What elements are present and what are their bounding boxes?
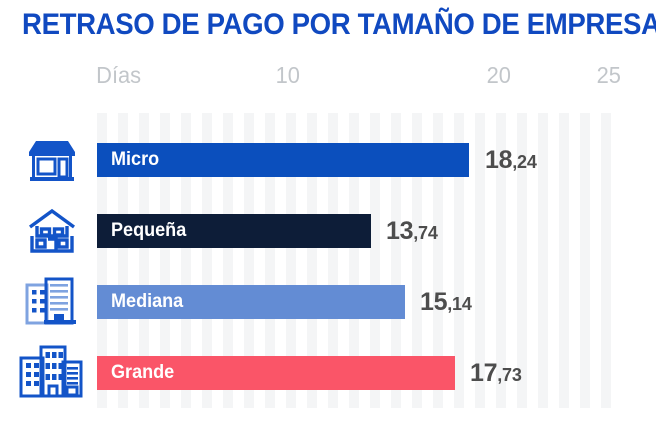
bar-value-dec: ,14 (447, 294, 472, 314)
bar-label-micro: Micro (111, 149, 160, 170)
bar-value-dec: ,73 (497, 365, 522, 385)
axis-unit-label: Días (96, 62, 142, 88)
bar-value-int: 18 (485, 146, 513, 174)
bar-track: Mediana 15 ,14 (97, 267, 656, 337)
bar-track: Grande 17 ,73 (97, 338, 656, 408)
bar-micro[interactable]: Micro (97, 143, 469, 177)
house-icon (14, 196, 90, 266)
bar-value-pequena: 13 ,74 (386, 214, 438, 248)
bar-value-dec: ,24 (512, 152, 537, 172)
table-row: Grande 17 ,73 (0, 338, 656, 408)
bar-label-mediana: Mediana (111, 291, 184, 312)
city-skyline-icon (14, 338, 90, 408)
bar-track: Pequeña 13 ,74 (97, 196, 656, 266)
x-axis-labels: Días 10 20 25 (0, 62, 656, 96)
axis-tick-25: 25 (596, 62, 621, 88)
office-buildings-icon (14, 267, 90, 337)
axis-tick-20: 20 (486, 62, 511, 88)
bar-pequena[interactable]: Pequeña (97, 214, 371, 248)
bar-value-int: 17 (470, 359, 498, 387)
bar-value-grande: 17 ,73 (470, 356, 522, 390)
table-row: Mediana 15 ,14 (0, 267, 656, 337)
axis-tick-10: 10 (275, 62, 300, 88)
bar-value-int: 13 (386, 217, 414, 245)
bar-mediana[interactable]: Mediana (97, 285, 405, 319)
bar-value-dec: ,74 (413, 223, 438, 243)
bar-track: Micro 18 ,24 (97, 125, 656, 195)
bar-value-mediana: 15 ,14 (420, 285, 472, 319)
bar-value-int: 15 (420, 288, 448, 316)
bar-grande[interactable]: Grande (97, 356, 455, 390)
bar-value-micro: 18 ,24 (485, 143, 537, 177)
bar-label-grande: Grande (111, 362, 175, 383)
page-title: RETRASO DE PAGO POR TAMAÑO DE EMPRESA (22, 8, 656, 41)
bar-label-pequena: Pequeña (111, 220, 187, 241)
storefront-icon (14, 125, 90, 195)
table-row: Micro 18 ,24 (0, 125, 656, 195)
table-row: Pequeña 13 ,74 (0, 196, 656, 266)
